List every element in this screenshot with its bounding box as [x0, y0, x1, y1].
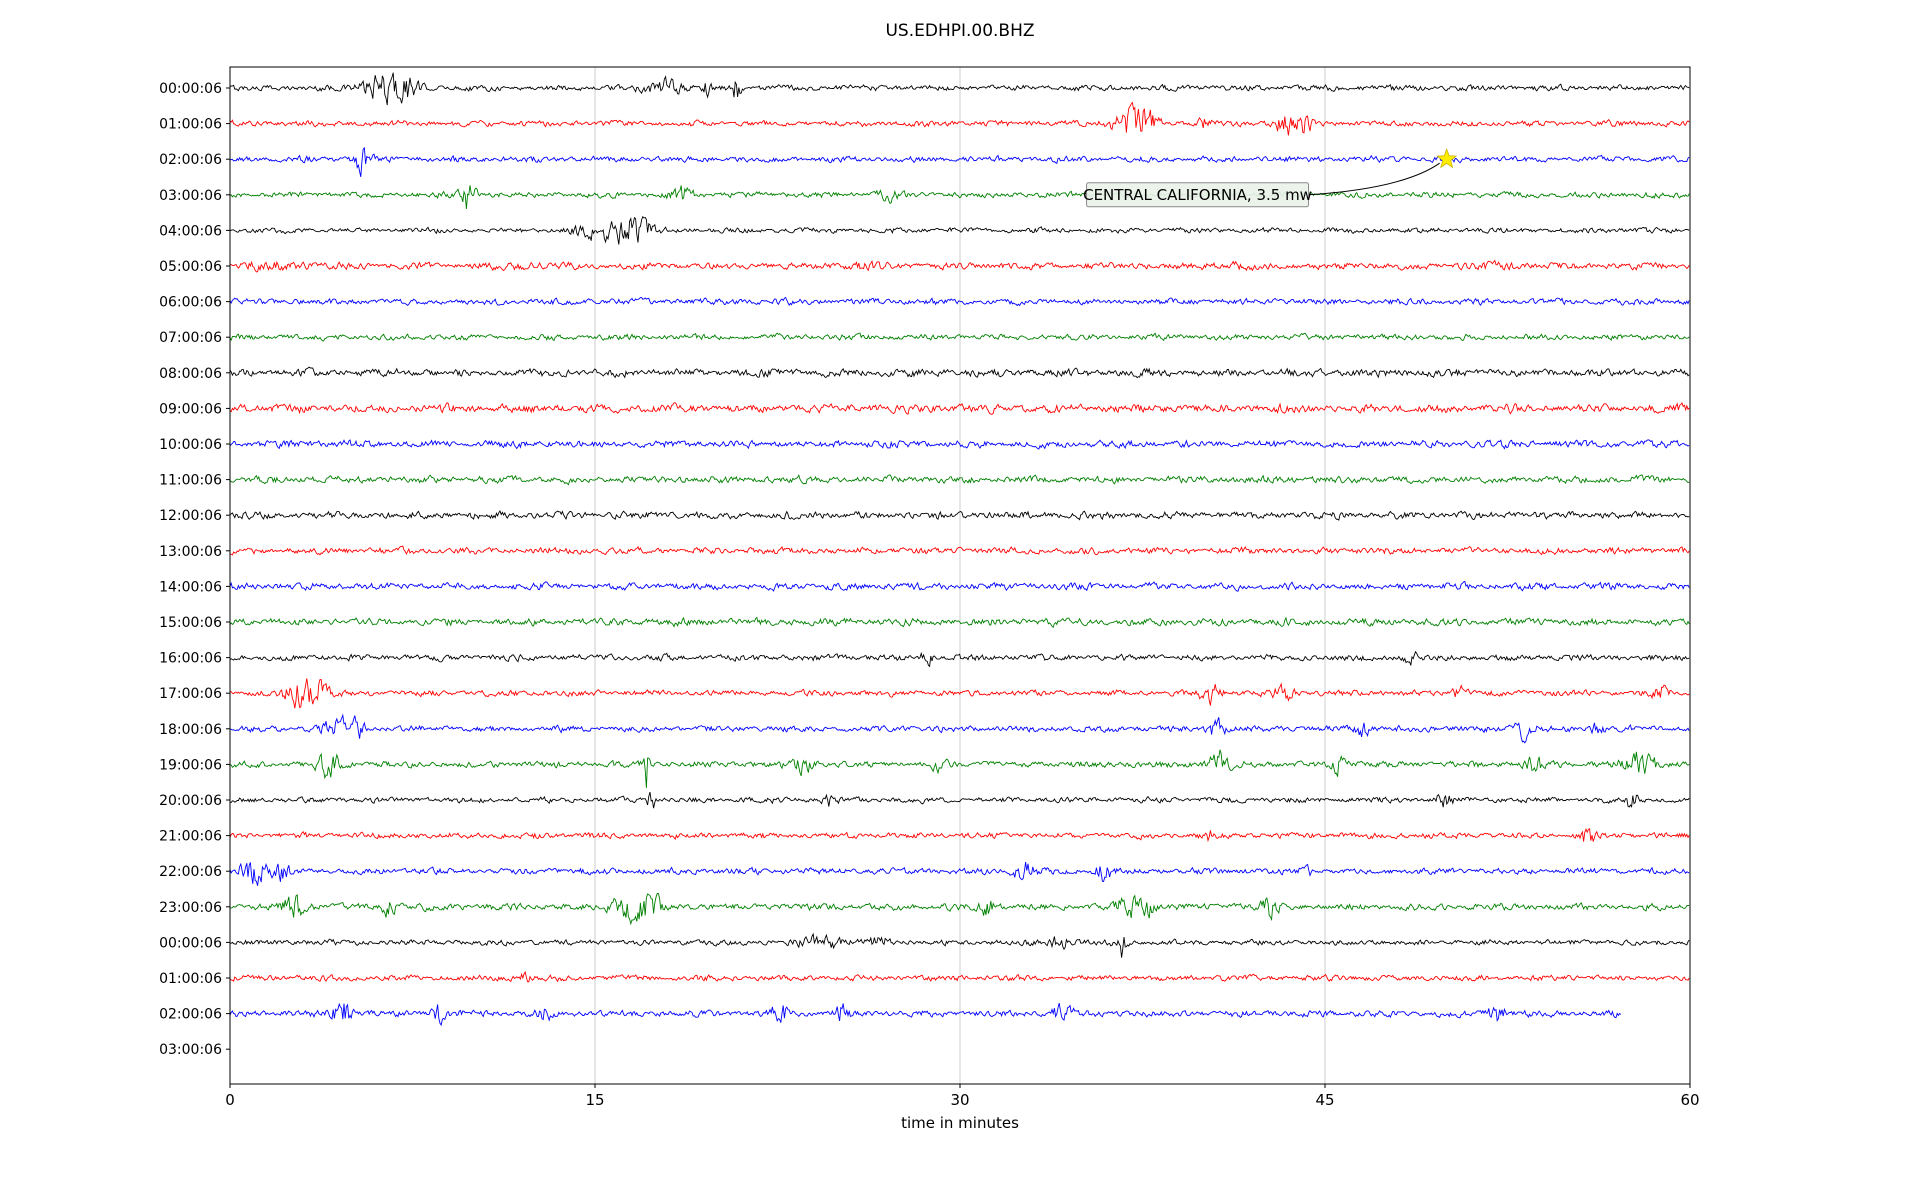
x-tick-label: 15	[585, 1091, 604, 1109]
trace-row-22	[230, 862, 1690, 886]
y-tick-label: 17:00:06	[159, 686, 222, 702]
trace-row-20	[230, 791, 1690, 809]
trace-row-21	[230, 827, 1690, 843]
y-tick-label: 02:00:06	[159, 152, 222, 168]
trace-row-1	[230, 101, 1690, 136]
trace-row-4	[230, 215, 1690, 245]
trace-row-12	[230, 510, 1690, 521]
x-tick-label: 60	[1680, 1091, 1699, 1109]
y-tick-label: 05:00:06	[159, 259, 222, 275]
trace-row-13	[230, 545, 1690, 556]
trace-row-14	[230, 580, 1690, 592]
x-tick-label: 0	[225, 1091, 235, 1109]
trace-row-24	[230, 932, 1690, 958]
trace-row-19	[230, 749, 1690, 788]
trace-row-23	[230, 892, 1690, 926]
x-tick-label: 45	[1315, 1091, 1334, 1109]
trace-row-5	[230, 259, 1690, 273]
trace-row-6	[230, 296, 1690, 307]
trace-row-10	[230, 439, 1690, 450]
trace-row-9	[230, 402, 1690, 415]
trace-rows	[230, 72, 1690, 1027]
trace-row-7	[230, 332, 1690, 342]
y-tick-label: 07:00:06	[159, 330, 222, 346]
grid-lines	[594, 67, 1326, 1084]
trace-row-25	[230, 970, 1690, 983]
y-tick-label: 20:00:06	[159, 793, 222, 809]
trace-row-17	[230, 678, 1690, 709]
y-tick-label: 16:00:06	[159, 651, 222, 667]
trace-row-8	[230, 366, 1690, 379]
event-annotation-label: CENTRAL CALIFORNIA, 3.5 mw	[1083, 186, 1312, 204]
event-annotation-box	[1086, 182, 1310, 208]
y-tick-label: 22:00:06	[159, 864, 222, 880]
trace-row-16	[230, 650, 1690, 668]
y-tick-label: 19:00:06	[159, 757, 222, 773]
trace-row-18	[230, 713, 1690, 744]
y-tick-label: 12:00:06	[159, 508, 222, 524]
y-tick-label: 18:00:06	[159, 722, 222, 738]
y-tick-label: 10:00:06	[159, 437, 222, 453]
y-tick-label: 01:00:06	[159, 971, 222, 987]
x-axis-label: time in minutes	[901, 1114, 1019, 1132]
trace-row-26	[230, 1002, 1622, 1027]
trace-row-0	[230, 72, 1690, 106]
event-star-marker	[1436, 148, 1458, 169]
axes-frame-and-ticks: 0 15 30 45 60 00:00:06 01:00:06 02:00:06 03:00:0…	[159, 66, 1700, 1109]
event-annotation: CENTRAL CALIFORNIA, 3.5 mw	[1083, 148, 1458, 208]
y-tick-label: 13:00:06	[159, 544, 222, 560]
y-tick-label: 06:00:06	[159, 295, 222, 311]
y-tick-label: 00:00:06	[159, 81, 222, 97]
y-tick-label: 04:00:06	[159, 223, 222, 239]
trace-row-3	[230, 185, 1690, 210]
y-tick-label: 09:00:06	[159, 401, 222, 417]
y-tick-label: 15:00:06	[159, 615, 222, 631]
y-tick-label: 23:00:06	[159, 900, 222, 916]
y-tick-label: 03:00:06	[159, 1042, 222, 1058]
trace-row-11	[230, 474, 1690, 486]
y-tick-label: 01:00:06	[159, 117, 222, 133]
plot-title: US.EDHPI.00.BHZ	[885, 21, 1034, 41]
y-tick-label: 14:00:06	[159, 579, 222, 595]
y-tick-label: 03:00:06	[159, 188, 222, 204]
y-tick-label: 02:00:06	[159, 1007, 222, 1023]
y-tick-label: 11:00:06	[159, 473, 222, 489]
y-tick-label: 00:00:06	[159, 935, 222, 951]
x-tick-label: 30	[950, 1091, 969, 1109]
trace-row-15	[230, 616, 1690, 628]
annotation-connector-line	[1308, 162, 1440, 196]
y-tick-label: 21:00:06	[159, 829, 222, 845]
y-tick-label: 08:00:06	[159, 366, 222, 382]
